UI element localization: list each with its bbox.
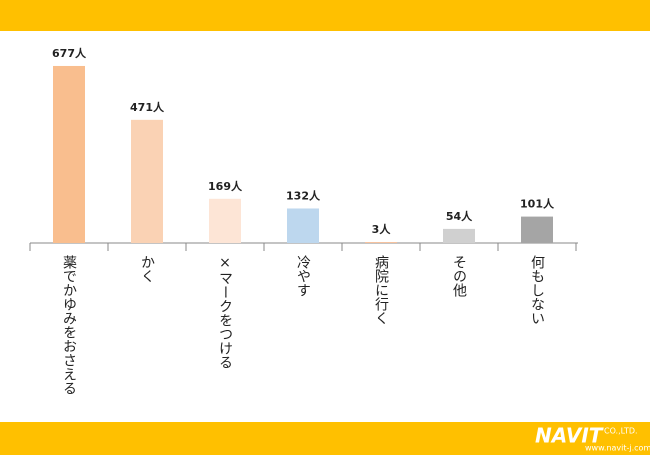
x-tick-label: かく <box>139 255 155 283</box>
value-label: 101人 <box>520 197 555 211</box>
bar <box>53 65 85 243</box>
bar <box>131 119 163 243</box>
bottom-band <box>0 422 650 455</box>
value-label: 132人 <box>286 188 321 202</box>
logo-url: www.navit-j.com <box>585 444 650 453</box>
bar <box>287 208 319 243</box>
value-label: 677人 <box>52 46 87 60</box>
x-tick-label: 冷やす <box>295 255 311 297</box>
x-tick-label: 薬でかゆみをおさえる <box>61 255 77 395</box>
x-tick-label: 病院に行く <box>373 255 389 325</box>
logo-name: NAVIT <box>535 424 604 448</box>
value-label: 471人 <box>130 100 165 114</box>
logo-suffix: CO.,LTD. <box>604 427 638 436</box>
value-label: 3人 <box>372 222 392 236</box>
value-label: 54人 <box>446 209 473 223</box>
bar <box>443 228 475 243</box>
x-tick-label: 何もしない <box>529 255 545 325</box>
value-label: 169人 <box>208 179 243 193</box>
bar <box>521 216 553 243</box>
top-band <box>0 0 650 31</box>
x-tick-label: その他 <box>451 255 467 298</box>
bar <box>209 198 241 243</box>
logo: NAVIT CO.,LTD. www.navit-j.com <box>535 424 650 453</box>
bar <box>365 242 397 243</box>
x-tick-label: ×マークをつける <box>217 255 233 369</box>
